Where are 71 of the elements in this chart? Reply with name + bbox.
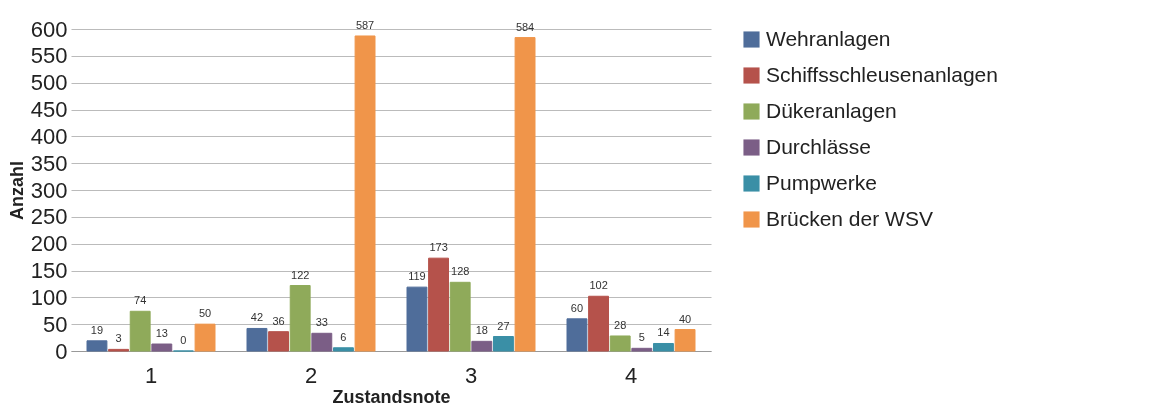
y-tick-label: 500 [30, 70, 68, 96]
y-tick-label: 150 [30, 258, 68, 283]
bar [449, 281, 471, 352]
y-tick-label: 450 [30, 97, 68, 122]
bar [588, 295, 610, 352]
bar [471, 340, 493, 352]
bar [566, 318, 588, 352]
data-label: 40 [678, 312, 692, 325]
y-tick-label: 0 [55, 338, 68, 364]
data-label: 50 [198, 307, 212, 320]
bar [151, 343, 173, 352]
data-label: 584 [515, 20, 535, 33]
bar [194, 323, 216, 352]
data-label: 128 [451, 265, 470, 278]
data-label: 60 [570, 301, 584, 314]
data-label: 173 [429, 241, 448, 254]
y-axis-title: Anzahl [6, 160, 27, 221]
data-label: 0 [180, 334, 187, 346]
data-label: 27 [497, 319, 510, 332]
bar [289, 285, 311, 352]
bar [674, 329, 696, 352]
x-axis-title: Zustandsnote [332, 386, 451, 407]
data-label: 14 [657, 326, 670, 339]
y-tick-label: 550 [30, 43, 68, 69]
data-label: 3 [115, 332, 122, 345]
data-label: 19 [90, 323, 104, 336]
data-label: 13 [155, 327, 168, 340]
data-label: 42 [250, 311, 264, 324]
bar [609, 335, 631, 352]
y-tick-label: 600 [30, 16, 68, 42]
bar [332, 347, 354, 352]
bar [428, 257, 450, 352]
bar [86, 340, 108, 352]
x-tick-label: 2 [304, 362, 318, 388]
bar [652, 342, 674, 352]
legend-label: Pumpwerke [766, 170, 877, 194]
bar [631, 347, 653, 352]
data-label: 33 [315, 316, 328, 329]
data-label: 18 [475, 324, 488, 337]
bar [246, 327, 268, 352]
legend-label: Wehranlagen [766, 26, 891, 50]
bar [514, 37, 536, 352]
bar [129, 310, 151, 352]
bar [354, 35, 376, 352]
x-tick-label: 4 [624, 362, 638, 388]
data-label: 28 [614, 318, 627, 331]
legend-label: Durchlässe [766, 134, 872, 158]
y-tick-label: 250 [30, 204, 68, 230]
y-tick-label: 100 [30, 284, 68, 310]
x-tick-label: 1 [144, 362, 158, 388]
y-tick-label: 50 [43, 311, 68, 337]
bar [406, 286, 428, 352]
data-label: 36 [272, 314, 285, 327]
bar [492, 336, 514, 352]
data-label: 5 [638, 331, 645, 344]
data-label: 587 [355, 18, 375, 31]
y-tick-label: 200 [30, 231, 68, 257]
bar [268, 331, 290, 352]
x-tick-label: 3 [464, 362, 478, 388]
data-label: 74 [134, 294, 147, 307]
y-tick-label: 300 [30, 177, 68, 203]
legend-label: Brücken der WSV [766, 206, 933, 230]
data-label: 102 [589, 279, 608, 292]
y-tick-label: 350 [30, 150, 68, 176]
legend-label: Dükeranlagen [766, 98, 897, 122]
data-label: 119 [408, 270, 426, 283]
legend-label: Schiffsschleusenanlagen [766, 62, 998, 86]
y-tick-label: 400 [30, 123, 68, 149]
bar [311, 332, 333, 352]
data-label: 122 [291, 268, 310, 281]
data-label: 6 [340, 330, 347, 343]
